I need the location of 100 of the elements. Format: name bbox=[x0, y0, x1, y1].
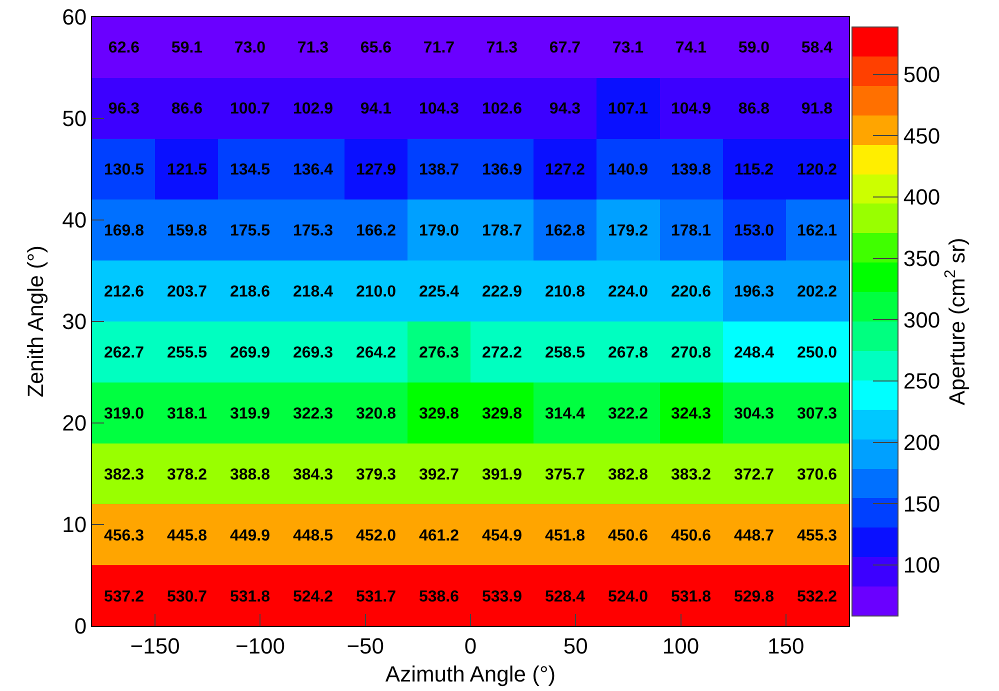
data-label: 202.2 bbox=[796, 284, 838, 301]
color-bar-label: 300 bbox=[903, 307, 940, 332]
data-label: 73.1 bbox=[612, 40, 644, 57]
data-label: 382.8 bbox=[608, 466, 648, 484]
data-label: 276.3 bbox=[418, 344, 460, 362]
data-label: 86.8 bbox=[738, 100, 770, 118]
data-label: 175.5 bbox=[230, 222, 270, 240]
data-label: 58.4 bbox=[801, 40, 833, 57]
data-label: 59.1 bbox=[171, 40, 203, 57]
data-label: 250.0 bbox=[796, 344, 838, 362]
x-tick-label: 150 bbox=[768, 633, 804, 658]
data-label: 71.3 bbox=[486, 40, 518, 57]
data-label: 104.9 bbox=[670, 100, 712, 118]
data-label: 248.4 bbox=[734, 344, 774, 362]
data-label: 139.8 bbox=[670, 162, 712, 179]
data-label: 255.5 bbox=[166, 344, 208, 362]
data-label: 318.1 bbox=[166, 406, 208, 423]
data-label: 91.8 bbox=[801, 100, 833, 118]
data-label: 382.3 bbox=[104, 466, 144, 484]
data-label: 102.9 bbox=[292, 100, 334, 118]
data-label: 94.1 bbox=[360, 100, 392, 118]
data-label: 264.2 bbox=[356, 344, 396, 362]
color-bar-label: 350 bbox=[903, 246, 940, 272]
data-label: 96.3 bbox=[108, 100, 140, 118]
data-label: 531.7 bbox=[356, 588, 396, 606]
data-label: 455.3 bbox=[796, 528, 838, 545]
color-bar-label: 500 bbox=[903, 62, 940, 88]
data-label: 153.0 bbox=[734, 222, 774, 240]
data-label: 529.8 bbox=[734, 588, 774, 606]
data-label: 450.6 bbox=[670, 528, 712, 545]
data-label: 175.3 bbox=[292, 222, 334, 240]
data-label: 324.3 bbox=[670, 406, 712, 423]
data-label: 375.7 bbox=[544, 466, 586, 484]
data-label: 384.3 bbox=[292, 466, 334, 484]
data-label: 270.8 bbox=[670, 344, 712, 362]
data-label: 322.3 bbox=[292, 406, 334, 423]
data-label: 136.9 bbox=[482, 162, 522, 179]
data-label: 452.0 bbox=[356, 528, 396, 545]
data-label: 530.7 bbox=[166, 588, 208, 606]
x-tick-label: −150 bbox=[130, 633, 180, 658]
data-label: 127.9 bbox=[356, 162, 396, 179]
data-label: 258.5 bbox=[544, 344, 586, 362]
data-label: 73.0 bbox=[234, 40, 266, 57]
data-label: 140.9 bbox=[608, 162, 648, 179]
data-label: 392.7 bbox=[418, 466, 460, 484]
data-label: 531.8 bbox=[230, 588, 270, 606]
data-label: 159.8 bbox=[166, 222, 208, 240]
data-label: 391.9 bbox=[482, 466, 522, 484]
x-tick-label: 100 bbox=[662, 633, 700, 658]
data-label: 115.2 bbox=[734, 162, 774, 179]
color-bar-label: 100 bbox=[903, 552, 940, 578]
data-label: 121.5 bbox=[166, 162, 208, 179]
data-label: 524.0 bbox=[608, 588, 648, 606]
data-label: 531.8 bbox=[670, 588, 712, 606]
y-tick-label: 50 bbox=[62, 106, 87, 132]
data-label: 445.8 bbox=[166, 528, 208, 545]
data-label: 532.2 bbox=[796, 588, 838, 606]
data-label: 370.6 bbox=[796, 466, 838, 484]
data-label: 178.7 bbox=[482, 222, 522, 240]
data-label: 448.7 bbox=[734, 528, 774, 545]
data-label: 179.2 bbox=[608, 222, 648, 240]
data-label: 451.8 bbox=[544, 528, 586, 545]
data-label: 220.6 bbox=[670, 284, 712, 301]
data-label: 218.4 bbox=[292, 284, 334, 301]
y-tick-label: 20 bbox=[62, 410, 87, 436]
data-label: 74.1 bbox=[675, 40, 707, 57]
x-tick-label: −100 bbox=[235, 633, 285, 658]
color-bar-label: 400 bbox=[903, 184, 940, 210]
data-label: 210.8 bbox=[544, 284, 586, 301]
data-label: 388.8 bbox=[230, 466, 270, 484]
y-tick-label: 0 bbox=[74, 614, 87, 639]
data-label: 179.0 bbox=[418, 222, 460, 240]
data-label: 450.6 bbox=[608, 528, 648, 545]
data-label: 134.5 bbox=[230, 162, 270, 179]
data-label: 533.9 bbox=[482, 588, 522, 606]
data-label: 59.0 bbox=[738, 40, 770, 57]
y-tick-label: 60 bbox=[62, 4, 87, 30]
data-label: 320.8 bbox=[356, 406, 396, 423]
x-axis-title: Azimuth Angle (°) bbox=[385, 661, 556, 686]
data-label: 307.3 bbox=[796, 406, 838, 423]
data-label: 322.2 bbox=[608, 406, 648, 423]
data-label: 272.2 bbox=[482, 344, 522, 362]
x-tick-label: 50 bbox=[563, 633, 588, 658]
data-label: 269.9 bbox=[230, 344, 270, 362]
data-label: 120.2 bbox=[796, 162, 838, 179]
data-label: 71.7 bbox=[423, 40, 455, 57]
data-label: 329.8 bbox=[482, 406, 522, 423]
data-label: 62.6 bbox=[108, 40, 140, 57]
color-bar-label: 150 bbox=[903, 491, 940, 516]
data-label: 169.8 bbox=[104, 222, 144, 240]
data-label: 104.3 bbox=[418, 100, 460, 118]
data-label: 86.6 bbox=[171, 100, 203, 118]
data-label: 319.9 bbox=[230, 406, 270, 423]
data-label: 136.4 bbox=[292, 162, 334, 179]
y-tick-label: 30 bbox=[62, 309, 87, 334]
data-label: 102.6 bbox=[482, 100, 522, 118]
data-label: 130.5 bbox=[104, 162, 144, 179]
data-label: 107.1 bbox=[608, 100, 648, 118]
data-label: 94.3 bbox=[549, 100, 581, 118]
data-label: 267.8 bbox=[608, 344, 648, 362]
